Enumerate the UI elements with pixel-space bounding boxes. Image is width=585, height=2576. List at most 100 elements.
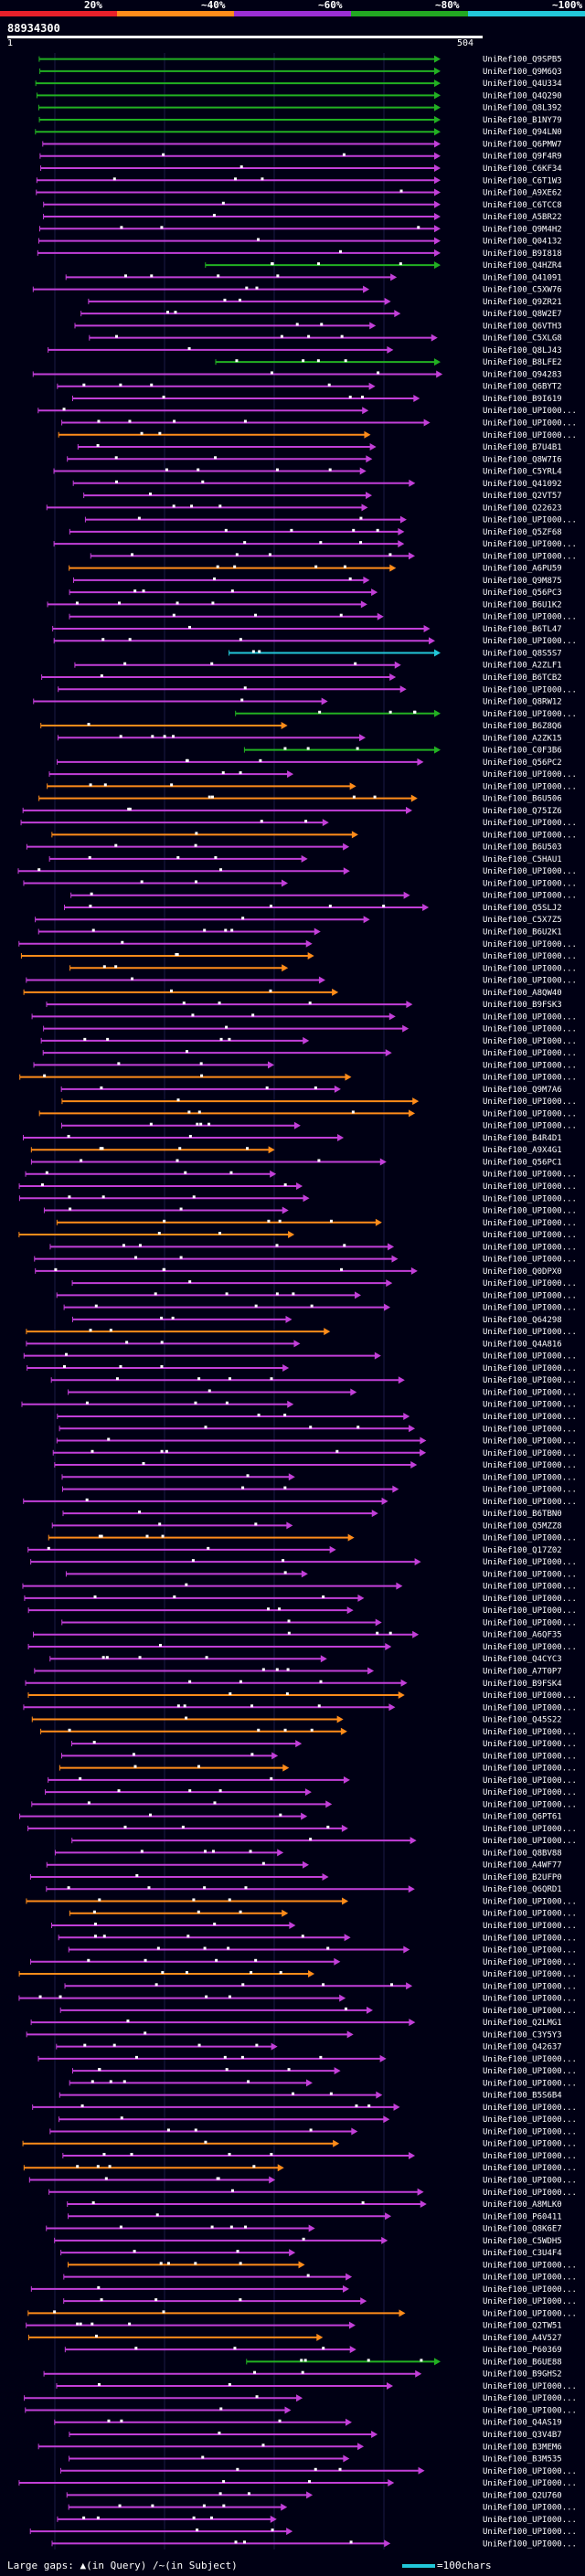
hit-label[interactable]: UniRef100_B9I818 [483,249,562,259]
hit-label[interactable]: UniRef100_C5YRL4 [483,468,562,477]
hit-label[interactable]: UniRef100_UPI000... [483,540,577,549]
hit-label[interactable]: UniRef100_B6U1K2 [483,600,562,610]
hit-label[interactable]: UniRef100_Q04132 [483,238,562,247]
hit-label[interactable]: UniRef100_UPI000... [483,1037,577,1046]
hit-label[interactable]: UniRef100_UPI000... [483,637,577,646]
hit-label[interactable]: UniRef100_Q9F4R9 [483,153,562,162]
hit-label[interactable]: UniRef100_B9GHS2 [483,2370,562,2380]
hit-label[interactable]: UniRef100_UPI000... [483,1534,577,1543]
hit-label[interactable]: UniRef100_UPI000... [483,1328,577,1337]
hit-label[interactable]: UniRef100_UPI000... [483,1788,577,1797]
hit-label[interactable]: UniRef100_B9FSK4 [483,1680,562,1689]
hit-label[interactable]: UniRef100_Q4U334 [483,80,562,89]
hit-label[interactable]: UniRef100_UPI000... [483,2504,577,2513]
hit-label[interactable]: UniRef100_Q8K6E7 [483,2225,562,2234]
hit-label[interactable]: UniRef100_Q8L392 [483,104,562,113]
hit-label[interactable]: UniRef100_B6Z8Q6 [483,722,562,731]
hit-label[interactable]: UniRef100_UPI000... [483,2285,577,2295]
hit-label[interactable]: UniRef100_UPI000... [483,1025,577,1034]
hit-label[interactable]: UniRef100_Q2LMG1 [483,2019,562,2028]
hit-label[interactable]: UniRef100_Q8RW12 [483,698,562,707]
hit-label[interactable]: UniRef100_Q5MZZ8 [483,1521,562,1531]
hit-label[interactable]: UniRef100_UPI000... [483,1728,577,1737]
hit-label[interactable]: UniRef100_Q75IZ6 [483,807,562,816]
hit-label[interactable]: UniRef100_C5XLG8 [483,334,562,344]
hit-label[interactable]: UniRef100_UPI000... [483,1219,577,1228]
hit-label[interactable]: UniRef100_C6T1W3 [483,176,562,186]
hit-label[interactable]: UniRef100_UPI000... [483,1583,577,1592]
hit-label[interactable]: UniRef100_UPI000... [483,1910,577,1919]
hit-label[interactable]: UniRef100_UPI000... [483,1207,577,1216]
hit-label[interactable]: UniRef100_Q9M7A6 [483,1086,562,1095]
hit-label[interactable]: UniRef100_UPI000... [483,1425,577,1434]
hit-label[interactable]: UniRef100_UPI000... [483,1449,577,1458]
hit-label[interactable]: UniRef100_UPI000... [483,2467,577,2476]
hit-label[interactable]: UniRef100_UPI000... [483,2309,577,2318]
hit-label[interactable]: UniRef100_P60411 [483,2212,562,2221]
hit-label[interactable]: UniRef100_Q94283 [483,370,562,379]
hit-label[interactable]: UniRef100_Q2VT57 [483,492,562,501]
hit-label[interactable]: UniRef100_UPI000... [483,1231,577,1240]
hit-label[interactable]: UniRef100_C5WDH5 [483,2237,562,2246]
hit-label[interactable]: UniRef100_UPI000... [483,1256,577,1265]
hit-label[interactable]: UniRef100_Q4CYC3 [483,1655,562,1664]
hit-label[interactable]: UniRef100_UPI000... [483,1946,577,1956]
hit-label[interactable]: UniRef100_UPI000... [483,2177,577,2186]
hit-label[interactable]: UniRef100_UPI000... [483,2104,577,2113]
hit-label[interactable]: UniRef100_UPI000... [483,2067,577,2076]
hit-label[interactable]: UniRef100_Q4HZR4 [483,261,562,270]
hit-label[interactable]: UniRef100_UPI000... [483,964,577,973]
hit-label[interactable]: UniRef100_Q4A816 [483,1340,562,1349]
hit-label[interactable]: UniRef100_B9I619 [483,395,562,404]
hit-label[interactable]: UniRef100_A2ZK15 [483,734,562,743]
hit-label[interactable]: UniRef100_UPI000... [483,2115,577,2125]
hit-label[interactable]: UniRef100_UPI000... [483,1304,577,1313]
hit-label[interactable]: UniRef100_UPI000... [483,1352,577,1362]
hit-label[interactable]: UniRef100_C5HAU1 [483,855,562,864]
hit-label[interactable]: UniRef100_Q56PC1 [483,1158,562,1167]
hit-label[interactable]: UniRef100_C6KF34 [483,164,562,174]
hit-label[interactable]: UniRef100_A5BR22 [483,213,562,222]
hit-label[interactable]: UniRef100_Q9M875 [483,577,562,586]
hit-label[interactable]: UniRef100_C3U4F4 [483,2249,562,2258]
hit-label[interactable]: UniRef100_B6TCB2 [483,673,562,683]
hit-label[interactable]: UniRef100_Q41092 [483,480,562,489]
hit-label[interactable]: UniRef100_UPI000... [483,2539,577,2549]
hit-label[interactable]: UniRef100_UPI000... [483,1934,577,1943]
hit-label[interactable]: UniRef100_A8MLK0 [483,2200,562,2210]
hit-label[interactable]: UniRef100_UPI000... [483,1182,577,1192]
hit-label[interactable]: UniRef100_UPI000... [483,710,577,719]
hit-label[interactable]: UniRef100_Q6BYT2 [483,383,562,392]
hit-label[interactable]: UniRef100_B5S6B4 [483,2092,562,2101]
hit-label[interactable]: UniRef100_B1NY79 [483,116,562,125]
hit-label[interactable]: UniRef100_A9X4G1 [483,1146,562,1155]
hit-label[interactable]: UniRef100_UPI000... [483,1061,577,1070]
hit-label[interactable]: UniRef100_Q6PT61 [483,1813,562,1822]
hit-label[interactable]: UniRef100_UPI000... [483,1776,577,1786]
hit-label[interactable]: UniRef100_UPI000... [483,613,577,622]
hit-label[interactable]: UniRef100_Q56PC3 [483,588,562,598]
hit-label[interactable]: UniRef100_UPI000... [483,1122,577,1131]
hit-label[interactable]: UniRef100_C0F3B6 [483,747,562,756]
hit-label[interactable]: UniRef100_B6U506 [483,795,562,804]
hit-label[interactable]: UniRef100_UPI000... [483,2394,577,2403]
hit-label[interactable]: UniRef100_UPI000... [483,685,577,694]
hit-label[interactable]: UniRef100_UPI000... [483,431,577,440]
hit-label[interactable]: UniRef100_UPI000... [483,419,577,428]
hit-label[interactable]: UniRef100_UPI000... [483,1740,577,1749]
hit-label[interactable]: UniRef100_UPI000... [483,1837,577,1846]
hit-label[interactable]: UniRef100_Q8W7I6 [483,455,562,464]
hit-label[interactable]: UniRef100_UPI000... [483,1958,577,1967]
hit-label[interactable]: UniRef100_UPI000... [483,1291,577,1300]
hit-label[interactable]: UniRef100_UPI000... [483,552,577,561]
hit-label[interactable]: UniRef100_Q64298 [483,1316,562,1325]
hit-label[interactable]: UniRef100_UPI000... [483,1171,577,1180]
hit-label[interactable]: UniRef100_A6PU59 [483,565,562,574]
hit-label[interactable]: UniRef100_UPI000... [483,1413,577,1422]
hit-label[interactable]: UniRef100_A2ZLF1 [483,662,562,671]
hit-label[interactable]: UniRef100_P60369 [483,2346,562,2355]
hit-label[interactable]: UniRef100_UPI000... [483,1558,577,1567]
hit-label[interactable]: UniRef100_UPI000... [483,1995,577,2004]
hit-label[interactable]: UniRef100_UPI000... [483,831,577,840]
hit-label[interactable]: UniRef100_UPI000... [483,2274,577,2283]
